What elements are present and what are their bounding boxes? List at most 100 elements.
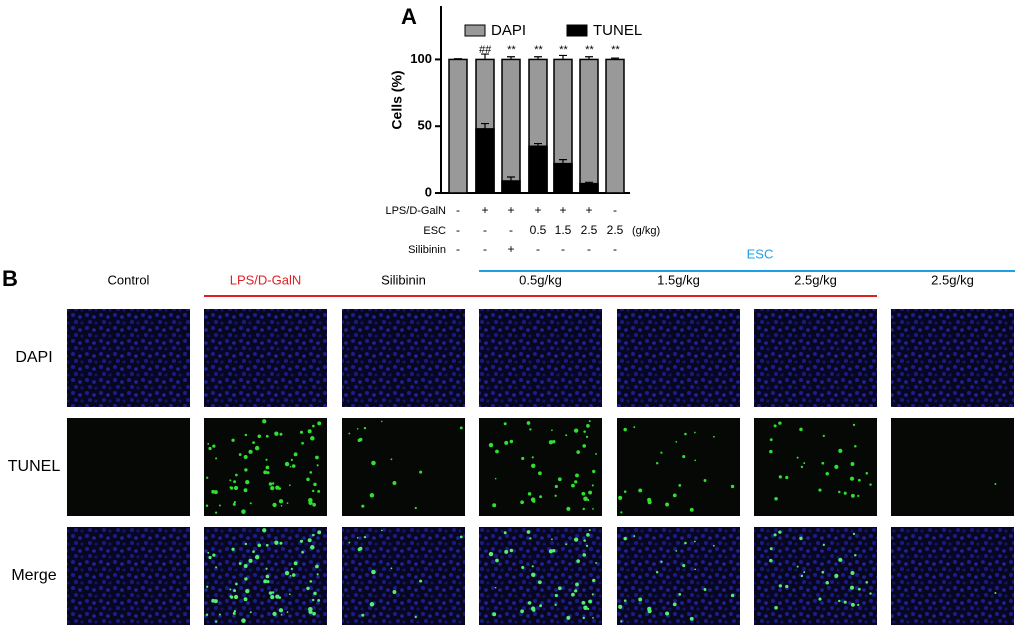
- legend-swatch: [566, 24, 588, 37]
- tunel-dot: [730, 484, 735, 489]
- tunel-dot: [205, 613, 209, 616]
- tunel-dot: [703, 479, 707, 482]
- tunel-dot: [284, 570, 290, 576]
- tunel-dot: [713, 435, 715, 438]
- tunel-dot: [231, 438, 235, 442]
- tunel-dot: [554, 484, 558, 489]
- tunel-dot: [565, 434, 568, 437]
- tunel-dot: [272, 611, 277, 617]
- tunel-dot: [843, 491, 847, 495]
- tunel-dot: [526, 530, 531, 534]
- tunel-dot: [591, 593, 594, 596]
- tunel-dot: [538, 580, 542, 585]
- tunel-dot: [274, 431, 279, 436]
- tunel-dot: [769, 547, 773, 551]
- tunel-dot: [865, 581, 869, 584]
- tunel-dot: [494, 586, 497, 589]
- micrograph: [754, 527, 877, 625]
- tunel-dot: [205, 504, 209, 507]
- tunel-dot: [315, 455, 319, 460]
- tunel-dot: [527, 601, 532, 605]
- treatment-value: 2.5: [607, 223, 624, 237]
- treatment-value: 2.5: [581, 223, 598, 237]
- tunel-dot: [532, 499, 536, 503]
- tunel-dot: [548, 440, 554, 445]
- tunel-dot: [361, 613, 365, 617]
- tunel-dot: [803, 462, 806, 465]
- tunel-dot: [311, 598, 315, 602]
- tunel-dot: [357, 438, 361, 443]
- micrograph: [891, 309, 1014, 407]
- tunel-dot: [288, 593, 291, 596]
- tunel-dot: [850, 570, 855, 575]
- tunel-dot: [301, 550, 304, 554]
- error-bar: [534, 142, 542, 147]
- tunel-dot: [638, 597, 643, 602]
- bar: [448, 58, 468, 194]
- tunel-dot: [694, 568, 697, 571]
- tunel-dot: [849, 476, 855, 481]
- significance: **: [585, 44, 594, 56]
- tunel-dot: [231, 547, 235, 551]
- tunel-dot: [532, 608, 536, 612]
- legend-swatch: [464, 24, 486, 37]
- tunel-dot: [592, 507, 594, 510]
- tunel-dot: [838, 599, 841, 603]
- micrograph: [617, 309, 740, 407]
- tunel-dot: [587, 607, 590, 611]
- micrograph: [342, 418, 465, 516]
- column-header: 0.5g/kg: [519, 272, 562, 287]
- tunel-dot: [531, 565, 534, 568]
- error-bar: [534, 56, 542, 60]
- tunel-dot: [369, 493, 375, 498]
- tunel-dot: [576, 450, 581, 454]
- tunel-dot: [245, 479, 250, 485]
- tunel-dot: [678, 593, 682, 596]
- tunel-dot: [371, 569, 376, 575]
- tunel-dot: [675, 549, 678, 552]
- micrograph: [67, 527, 190, 625]
- tunel-dot: [279, 432, 283, 436]
- tunel-dot: [825, 581, 829, 585]
- error-bar: [559, 54, 567, 60]
- tunel-dot: [214, 620, 218, 623]
- treatment-value: -: [613, 203, 617, 217]
- tunel-dot: [769, 449, 773, 454]
- tunel-dot: [241, 509, 246, 514]
- micrograph: [342, 527, 465, 625]
- y-tick-label: 0: [425, 184, 432, 199]
- tunel-dot: [504, 440, 509, 445]
- tunel-dot: [245, 588, 250, 594]
- tunel-dot: [769, 558, 773, 563]
- tunel-dot: [675, 440, 678, 443]
- tunel-dot: [531, 463, 536, 469]
- tunel-dot: [575, 473, 579, 478]
- tunel-dot: [243, 564, 248, 569]
- tunel-dot: [852, 423, 856, 427]
- tunel-dot: [504, 549, 509, 554]
- bar: [501, 180, 521, 194]
- tunel-dot: [308, 606, 313, 612]
- tunel-dot: [419, 470, 423, 474]
- treatment-value: -: [509, 223, 513, 237]
- tunel-dot: [257, 543, 262, 548]
- tunel-dot: [495, 449, 499, 454]
- tunel-dot: [309, 580, 313, 583]
- tunel-dot: [235, 473, 238, 477]
- tunel-dot: [315, 564, 319, 569]
- tunel-dot: [494, 477, 497, 480]
- tunel-dot: [581, 600, 586, 605]
- tunel-dot: [586, 424, 590, 428]
- tunel-dot: [581, 491, 586, 496]
- tunel-dot: [796, 565, 799, 568]
- tunel-dot: [854, 444, 857, 448]
- tunel-dot: [583, 430, 586, 433]
- significance: **: [559, 44, 568, 56]
- tunel-dot: [252, 441, 256, 445]
- tunel-dot: [529, 537, 532, 540]
- treatment-value: +: [559, 203, 566, 217]
- tunel-dot: [665, 502, 670, 507]
- tunel-dot: [557, 477, 562, 482]
- tunel-dot: [994, 591, 997, 594]
